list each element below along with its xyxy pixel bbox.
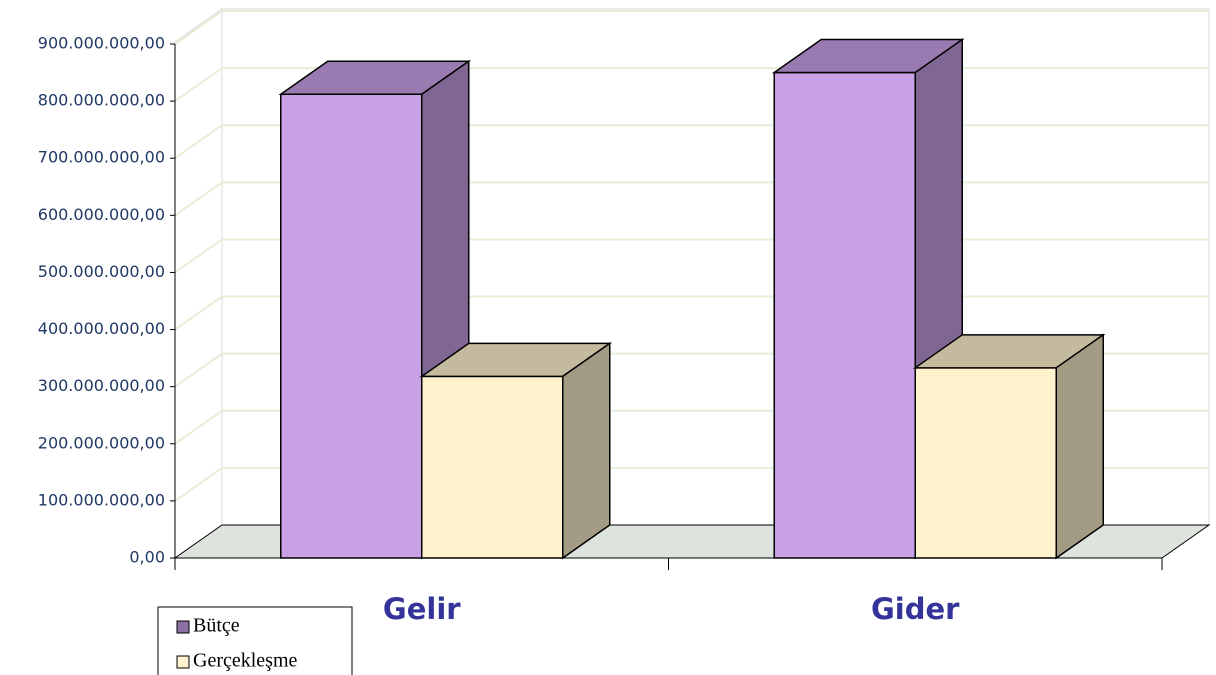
y-tick-label: 0,00: [129, 548, 165, 567]
y-tick-label: 700.000.000,00: [38, 148, 165, 167]
y-tick-label: 900.000.000,00: [38, 34, 165, 53]
bar-front: [773, 71, 916, 559]
legend-label: Gerçekleşme: [193, 650, 298, 672]
y-tick-label: 300.000.000,00: [38, 376, 165, 395]
y-tick-label: 200.000.000,00: [38, 433, 165, 452]
legend-swatch: [176, 655, 190, 669]
y-tick-label: 500.000.000,00: [38, 262, 165, 281]
legend-label: Bütçe: [193, 615, 240, 637]
bar-front: [914, 367, 1057, 559]
bar-side: [562, 341, 611, 560]
x-tick-label: Gelir: [383, 592, 461, 626]
bar-front: [280, 93, 423, 559]
y-tick-label: 100.000.000,00: [38, 490, 165, 509]
bar-front: [421, 375, 564, 559]
y-tick-label: 800.000.000,00: [38, 91, 165, 110]
x-tick-label: Gider: [871, 592, 960, 626]
bar-side: [1055, 333, 1104, 560]
legend-box: [157, 606, 353, 675]
y-tick-label: 600.000.000,00: [38, 205, 165, 224]
y-tick-label: 400.000.000,00: [38, 319, 165, 338]
legend-swatch: [176, 620, 190, 634]
side-wall: [174, 8, 223, 559]
grid-line: [174, 10, 1209, 45]
